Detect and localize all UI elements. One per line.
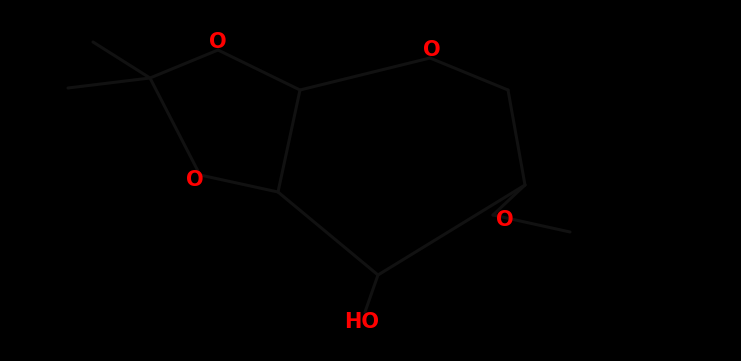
Text: O: O xyxy=(209,32,227,52)
Text: O: O xyxy=(423,40,441,60)
Text: HO: HO xyxy=(345,312,379,332)
Text: O: O xyxy=(186,170,204,190)
Text: O: O xyxy=(496,210,514,230)
